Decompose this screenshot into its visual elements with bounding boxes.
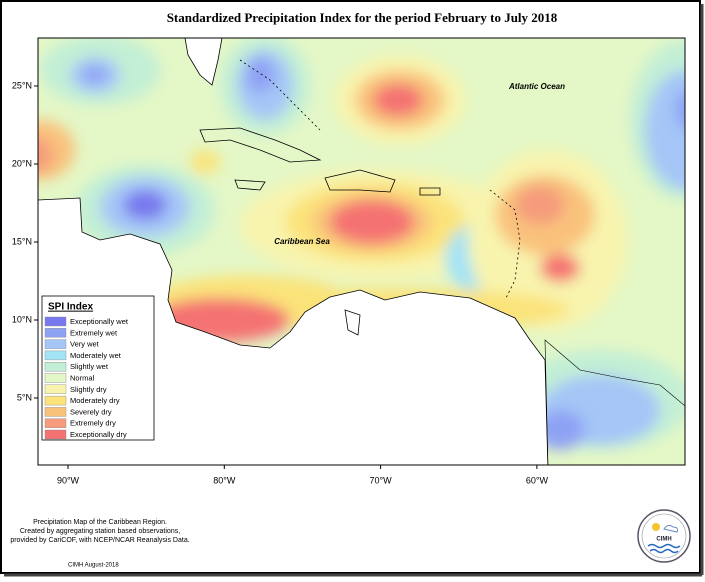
legend-label: Moderately dry bbox=[70, 396, 120, 405]
spi-field bbox=[38, 38, 685, 465]
footer-credit: CIMH August-2018 bbox=[68, 563, 119, 569]
legend-label: Exceptionally wet bbox=[70, 317, 129, 326]
legend-swatch bbox=[44, 362, 67, 372]
longitude-label: 80°W bbox=[213, 475, 236, 485]
legend: SPI Index Exceptionally wet Extremely wet… bbox=[41, 295, 155, 441]
legend-title: SPI Index bbox=[48, 302, 93, 313]
graticule-labels: 25°N 20°N 15°N 10°N 5°N 90°W 80°W 70°W 60°W bbox=[12, 80, 549, 485]
footer-line: Created by aggregating station based obs… bbox=[20, 528, 180, 535]
legend-swatch bbox=[44, 316, 67, 327]
legend-swatch bbox=[44, 373, 67, 383]
legend-label: Slightly wet bbox=[70, 362, 109, 371]
place-label: Caribbean Sea bbox=[274, 237, 330, 246]
legend-label: Extremely wet bbox=[70, 328, 118, 337]
legend-swatch bbox=[44, 407, 67, 417]
place-label: Atlantic Ocean bbox=[508, 82, 565, 91]
legend-label: Very wet bbox=[70, 340, 100, 349]
longitude-label: 60°W bbox=[526, 475, 549, 485]
latitude-label: 15°N bbox=[12, 236, 32, 246]
legend-swatch bbox=[44, 429, 67, 440]
map-border bbox=[37, 37, 686, 466]
footer: Precipitation Map of the Caribbean Regio… bbox=[10, 519, 189, 569]
legend-swatch bbox=[44, 328, 67, 338]
longitude-label: 90°W bbox=[57, 475, 80, 485]
longitude-label: 70°W bbox=[370, 475, 393, 485]
legend-label: Normal bbox=[70, 373, 95, 382]
legend-swatch bbox=[44, 350, 67, 361]
logo: CIMH bbox=[637, 509, 691, 563]
latitude-label: 5°N bbox=[17, 392, 32, 402]
legend-label: Slightly dry bbox=[70, 385, 107, 394]
legend-label: Severely dry bbox=[70, 407, 112, 416]
map-title: Standardized Precipitation Index for the… bbox=[167, 10, 558, 25]
legend-label: Moderately wet bbox=[70, 351, 122, 360]
footer-line: provided by CariCOF, with NCEP/NCAR Rean… bbox=[10, 537, 189, 544]
legend-swatch bbox=[44, 339, 67, 349]
footer-line: Precipitation Map of the Caribbean Regio… bbox=[33, 519, 167, 526]
latitude-label: 10°N bbox=[12, 314, 32, 324]
latitude-label: 20°N bbox=[12, 158, 32, 168]
logo-text: CIMH bbox=[656, 537, 671, 543]
legend-label: Extremely dry bbox=[70, 419, 116, 428]
legend-swatch bbox=[44, 395, 67, 406]
latitude-label: 25°N bbox=[12, 80, 32, 90]
legend-swatch bbox=[44, 384, 67, 394]
legend-label: Exceptionally dry bbox=[70, 430, 127, 439]
legend-swatch bbox=[44, 418, 67, 428]
